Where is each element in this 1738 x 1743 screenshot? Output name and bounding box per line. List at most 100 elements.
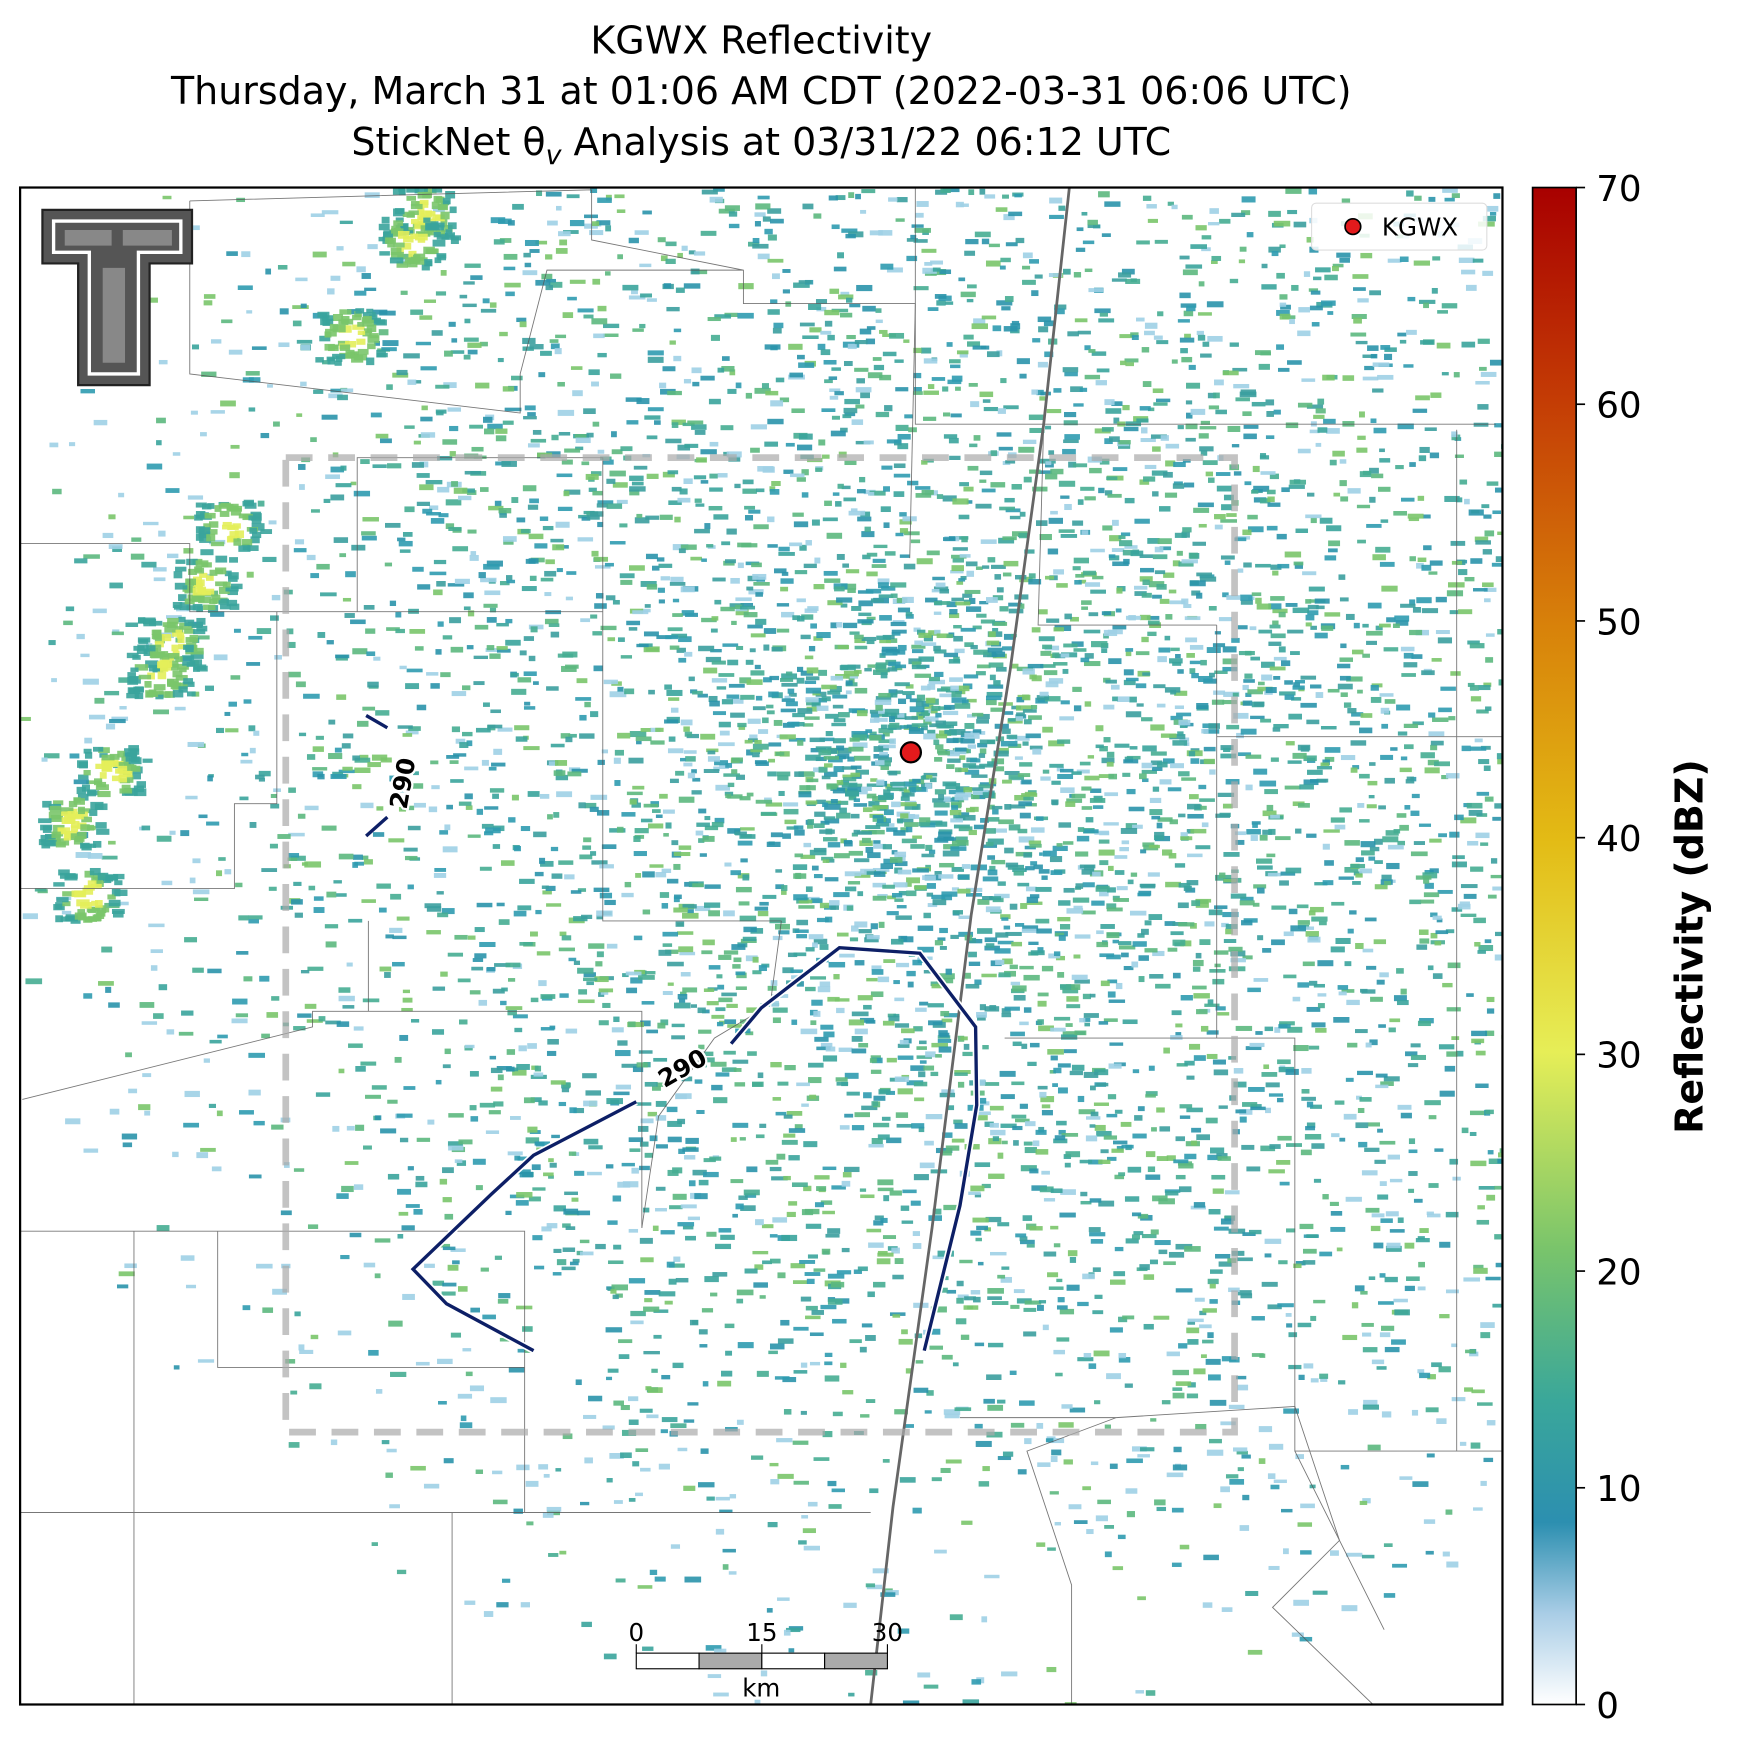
radar-echo (518, 1045, 527, 1052)
radar-echo (345, 571, 356, 578)
radar-echo (971, 1679, 982, 1685)
radar-echo (836, 597, 853, 603)
radar-echo (1019, 511, 1026, 517)
radar-echo (1050, 468, 1064, 475)
radar-echo (754, 212, 766, 217)
radar-echo (1463, 893, 1477, 899)
radar-echo (804, 680, 817, 685)
radar-echo (364, 287, 377, 292)
radar-echo (1064, 412, 1077, 418)
radar-echo (1106, 1113, 1118, 1118)
radar-echo (1157, 817, 1173, 822)
radar-echo (757, 910, 769, 917)
radar-echo (1052, 845, 1068, 852)
radar-echo (793, 1480, 809, 1485)
radar-echo (1270, 596, 1285, 601)
radar-echo (321, 414, 338, 420)
radar-echo (882, 351, 897, 357)
radar-echo (1397, 1104, 1412, 1110)
radar-echo (1152, 388, 1164, 394)
radar-echo (1268, 828, 1276, 835)
radar-echo (1295, 1454, 1304, 1460)
radar-echo (295, 277, 308, 282)
radar-echo (977, 1014, 986, 1021)
radar-echo (994, 574, 1002, 580)
radar-echo (628, 627, 638, 631)
radar-echo (942, 850, 960, 857)
radar-echo (1241, 1144, 1255, 1150)
radar-echo (584, 223, 598, 229)
radar-echo (1040, 776, 1051, 781)
radar-echo (854, 340, 868, 345)
radar-echo (1273, 675, 1281, 680)
radar-echo (975, 566, 983, 570)
radar-echo (1031, 389, 1038, 395)
radar-echo (361, 899, 376, 903)
radar-echo (1431, 1362, 1442, 1368)
radar-echo (1003, 405, 1019, 410)
radar-echo (1271, 939, 1285, 946)
radar-echo (1088, 1227, 1101, 1233)
radar-echo (918, 632, 932, 638)
radar-echo (861, 837, 871, 843)
radar-echo (139, 1002, 155, 1008)
radar-echo (454, 934, 468, 940)
radar-echo (1288, 713, 1302, 720)
radar-echo (609, 541, 626, 545)
radar-echo (1125, 1238, 1139, 1244)
radar-echo (662, 471, 675, 478)
radar-echo (1035, 1129, 1047, 1135)
radar-echo (873, 840, 881, 844)
radar-echo (801, 1103, 809, 1107)
radar-echo (277, 264, 288, 270)
radar-echo (911, 661, 921, 667)
radar-echo (108, 514, 116, 520)
radar-echo (432, 1280, 445, 1286)
radar-echo (904, 814, 920, 819)
radar-echo (629, 475, 644, 481)
radar-echo (1405, 779, 1415, 784)
radar-echo (1428, 731, 1445, 737)
radar-echo (951, 866, 964, 872)
radar-echo (318, 1016, 326, 1022)
radar-echo (694, 528, 710, 534)
radar-echo (597, 305, 607, 312)
radar-echo (942, 187, 960, 193)
radar-echo (478, 999, 488, 1006)
radar-echo (981, 488, 996, 493)
radar-echo (607, 1368, 619, 1373)
radar-echo (438, 513, 449, 518)
radar-echo (1241, 920, 1253, 926)
radar-echo (1059, 924, 1071, 930)
radar-echo (533, 831, 547, 838)
radar-echo (803, 1545, 820, 1551)
radar-echo (467, 349, 478, 355)
radar-echo (904, 803, 921, 810)
radar-echo (687, 909, 694, 914)
radar-echo (886, 1137, 902, 1144)
radar-echo (574, 1170, 585, 1176)
radar-echo (942, 710, 959, 716)
radar-echo (1408, 1188, 1415, 1193)
radar-echo (1301, 1068, 1312, 1074)
radar-echo (125, 1052, 132, 1058)
radar-echo (871, 969, 884, 975)
radar-echo (853, 798, 860, 803)
map-background (20, 187, 1503, 1705)
radar-echo (515, 1200, 529, 1206)
radar-echo (481, 823, 494, 829)
radar-echo (438, 1243, 451, 1248)
radar-echo (1491, 562, 1502, 567)
radar-echo (916, 1046, 927, 1050)
radar-echo (1265, 1107, 1271, 1114)
radar-echo (714, 314, 732, 319)
radar-echo (568, 733, 577, 738)
radar-echo (550, 743, 565, 748)
radar-echo (1032, 748, 1042, 755)
radar-echo (823, 359, 837, 365)
radar-echo (1062, 448, 1076, 455)
radar-echo (1029, 427, 1045, 433)
radar-echo (1424, 427, 1437, 431)
radar-echo (83, 993, 93, 999)
radar-echo (955, 386, 961, 391)
